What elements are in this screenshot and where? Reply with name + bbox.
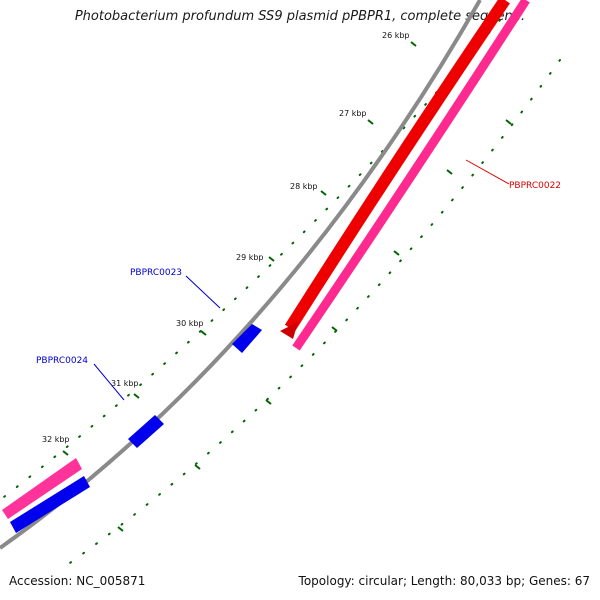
label-line-pbprc0022 bbox=[465, 159, 510, 185]
label-lines bbox=[93, 159, 510, 401]
accession-label: Accession: NC_005871 bbox=[9, 574, 146, 588]
major-tick bbox=[410, 41, 417, 47]
scale-label: 27 kbp bbox=[339, 109, 367, 118]
forward-cds-feature bbox=[284, 0, 510, 332]
map-title: Photobacterium profundum SS9 plasmid pPB… bbox=[74, 9, 526, 24]
outer-major-ticks bbox=[62, 41, 417, 456]
major-tick bbox=[62, 450, 69, 456]
reverse-cds-block bbox=[128, 415, 164, 448]
gene-labels: PBPRC0022 PBPRC0023 PBPRC0024 bbox=[36, 181, 561, 366]
major-tick bbox=[117, 526, 124, 532]
scale-label: 29 kbp bbox=[236, 253, 264, 262]
inner-major-ticks bbox=[117, 119, 512, 532]
reverse-cds-block bbox=[10, 476, 90, 533]
scale-label: 30 kbp bbox=[176, 319, 204, 328]
scale-label: 28 kbp bbox=[290, 182, 318, 191]
major-tick bbox=[393, 250, 400, 256]
gene-label-pbprc0022[interactable]: PBPRC0022 bbox=[509, 181, 561, 191]
reverse-gene-feature bbox=[2, 458, 82, 519]
scale-label: 31 kbp bbox=[111, 379, 139, 388]
major-tick bbox=[268, 256, 275, 262]
topology-label: Topology: circular; Length: 80,033 bp; G… bbox=[298, 574, 590, 588]
label-line-pbprc0023 bbox=[185, 275, 221, 309]
inner-tick-dots bbox=[59, 59, 561, 571]
reverse-cds-features bbox=[10, 324, 262, 533]
scale-label: 32 kbp bbox=[42, 435, 70, 444]
label-line-pbprc0024 bbox=[93, 363, 125, 401]
major-tick bbox=[505, 119, 512, 125]
major-tick bbox=[320, 190, 327, 196]
gene-label-pbprc0024[interactable]: PBPRC0024 bbox=[36, 356, 88, 366]
major-tick bbox=[367, 119, 374, 125]
major-tick bbox=[331, 326, 338, 332]
scale-label: 26 kbp bbox=[382, 31, 410, 40]
forward-gene-feature bbox=[292, 0, 530, 351]
forward-cds-arrowhead bbox=[280, 322, 298, 339]
major-tick bbox=[200, 330, 207, 336]
major-tick bbox=[133, 393, 140, 399]
major-tick bbox=[194, 464, 201, 470]
reverse-cds-block bbox=[232, 324, 262, 353]
major-tick bbox=[446, 169, 453, 175]
scale-labels: 26 kbp 27 kbp 28 kbp 29 kbp 30 kbp 31 kb… bbox=[42, 31, 410, 444]
major-tick bbox=[265, 399, 272, 405]
gene-label-pbprc0023[interactable]: PBPRC0023 bbox=[130, 268, 182, 278]
